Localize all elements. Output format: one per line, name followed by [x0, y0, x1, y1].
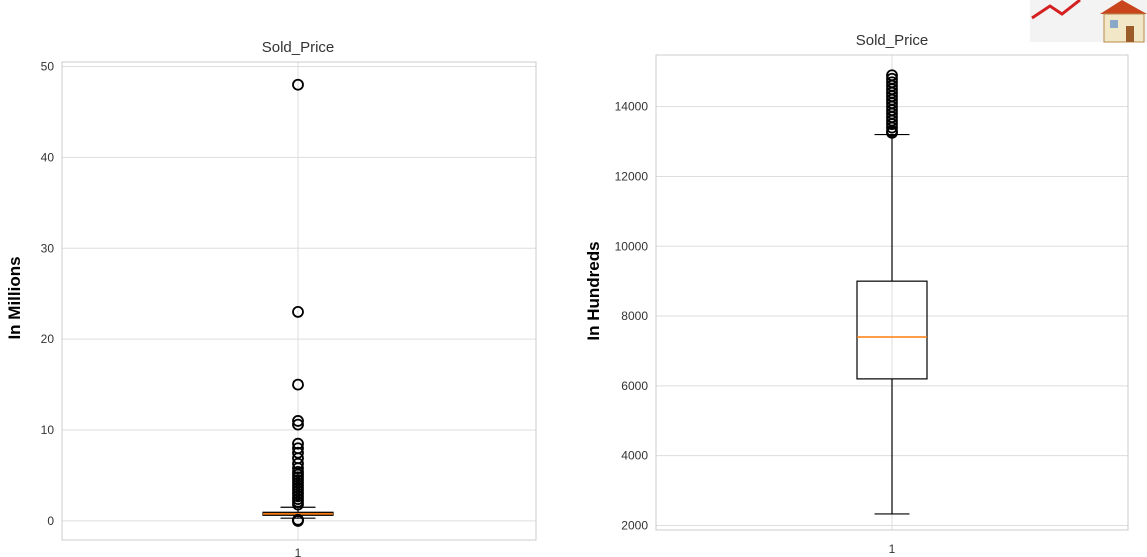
outlier-point — [292, 378, 304, 391]
x-tick-label: 1 — [295, 546, 302, 557]
y-tick-label: 8000 — [621, 309, 648, 323]
outlier-point — [886, 76, 898, 89]
hundreds-boxplot-panel: Sold_Price In Hundreds 2000 4000 6000 8000 1… — [584, 32, 1129, 556]
y-tick-label: 10000 — [615, 239, 649, 253]
y-tick-label: 10 — [41, 423, 55, 437]
outlier-point — [292, 442, 304, 455]
outlier-point — [886, 72, 898, 85]
y-tick-label: 12000 — [615, 169, 649, 183]
y-tick-label: 50 — [41, 60, 55, 74]
chart-title: Sold_Price — [262, 39, 335, 56]
y-tick-label: 6000 — [621, 379, 648, 393]
y-tick-label: 20 — [41, 332, 55, 346]
outlier-point — [292, 306, 304, 318]
outlier-point — [292, 465, 304, 478]
y-tick-label: 4000 — [621, 449, 648, 463]
house-logo-icon — [1030, 0, 1147, 43]
outlier-point — [292, 446, 304, 459]
y-tick-label: 2000 — [621, 518, 648, 532]
y-tick-label: 40 — [41, 150, 55, 164]
outlier-point — [292, 513, 304, 526]
outlier-point — [292, 457, 304, 470]
outlier-point — [292, 418, 304, 431]
y-tick-label: 14000 — [615, 100, 649, 114]
plot-frame — [61, 61, 537, 541]
y-tick-label: 30 — [41, 241, 55, 255]
y-axis-label: In Millions — [5, 256, 24, 339]
y-axis-label: In Hundreds — [584, 241, 603, 340]
chart-title: Sold_Price — [856, 32, 929, 49]
outlier-point — [292, 78, 304, 91]
outlier-point — [886, 69, 898, 82]
plot-frame — [655, 54, 1129, 531]
millions-boxplot-panel: Sold_Price In Millions 0 10 20 30 40 50 1 — [5, 39, 537, 557]
outlier-point — [292, 437, 304, 450]
outlier-point — [292, 415, 304, 427]
iqr-box — [856, 280, 928, 380]
x-tick-label: 1 — [889, 542, 896, 556]
y-tick-label: 0 — [47, 514, 54, 528]
